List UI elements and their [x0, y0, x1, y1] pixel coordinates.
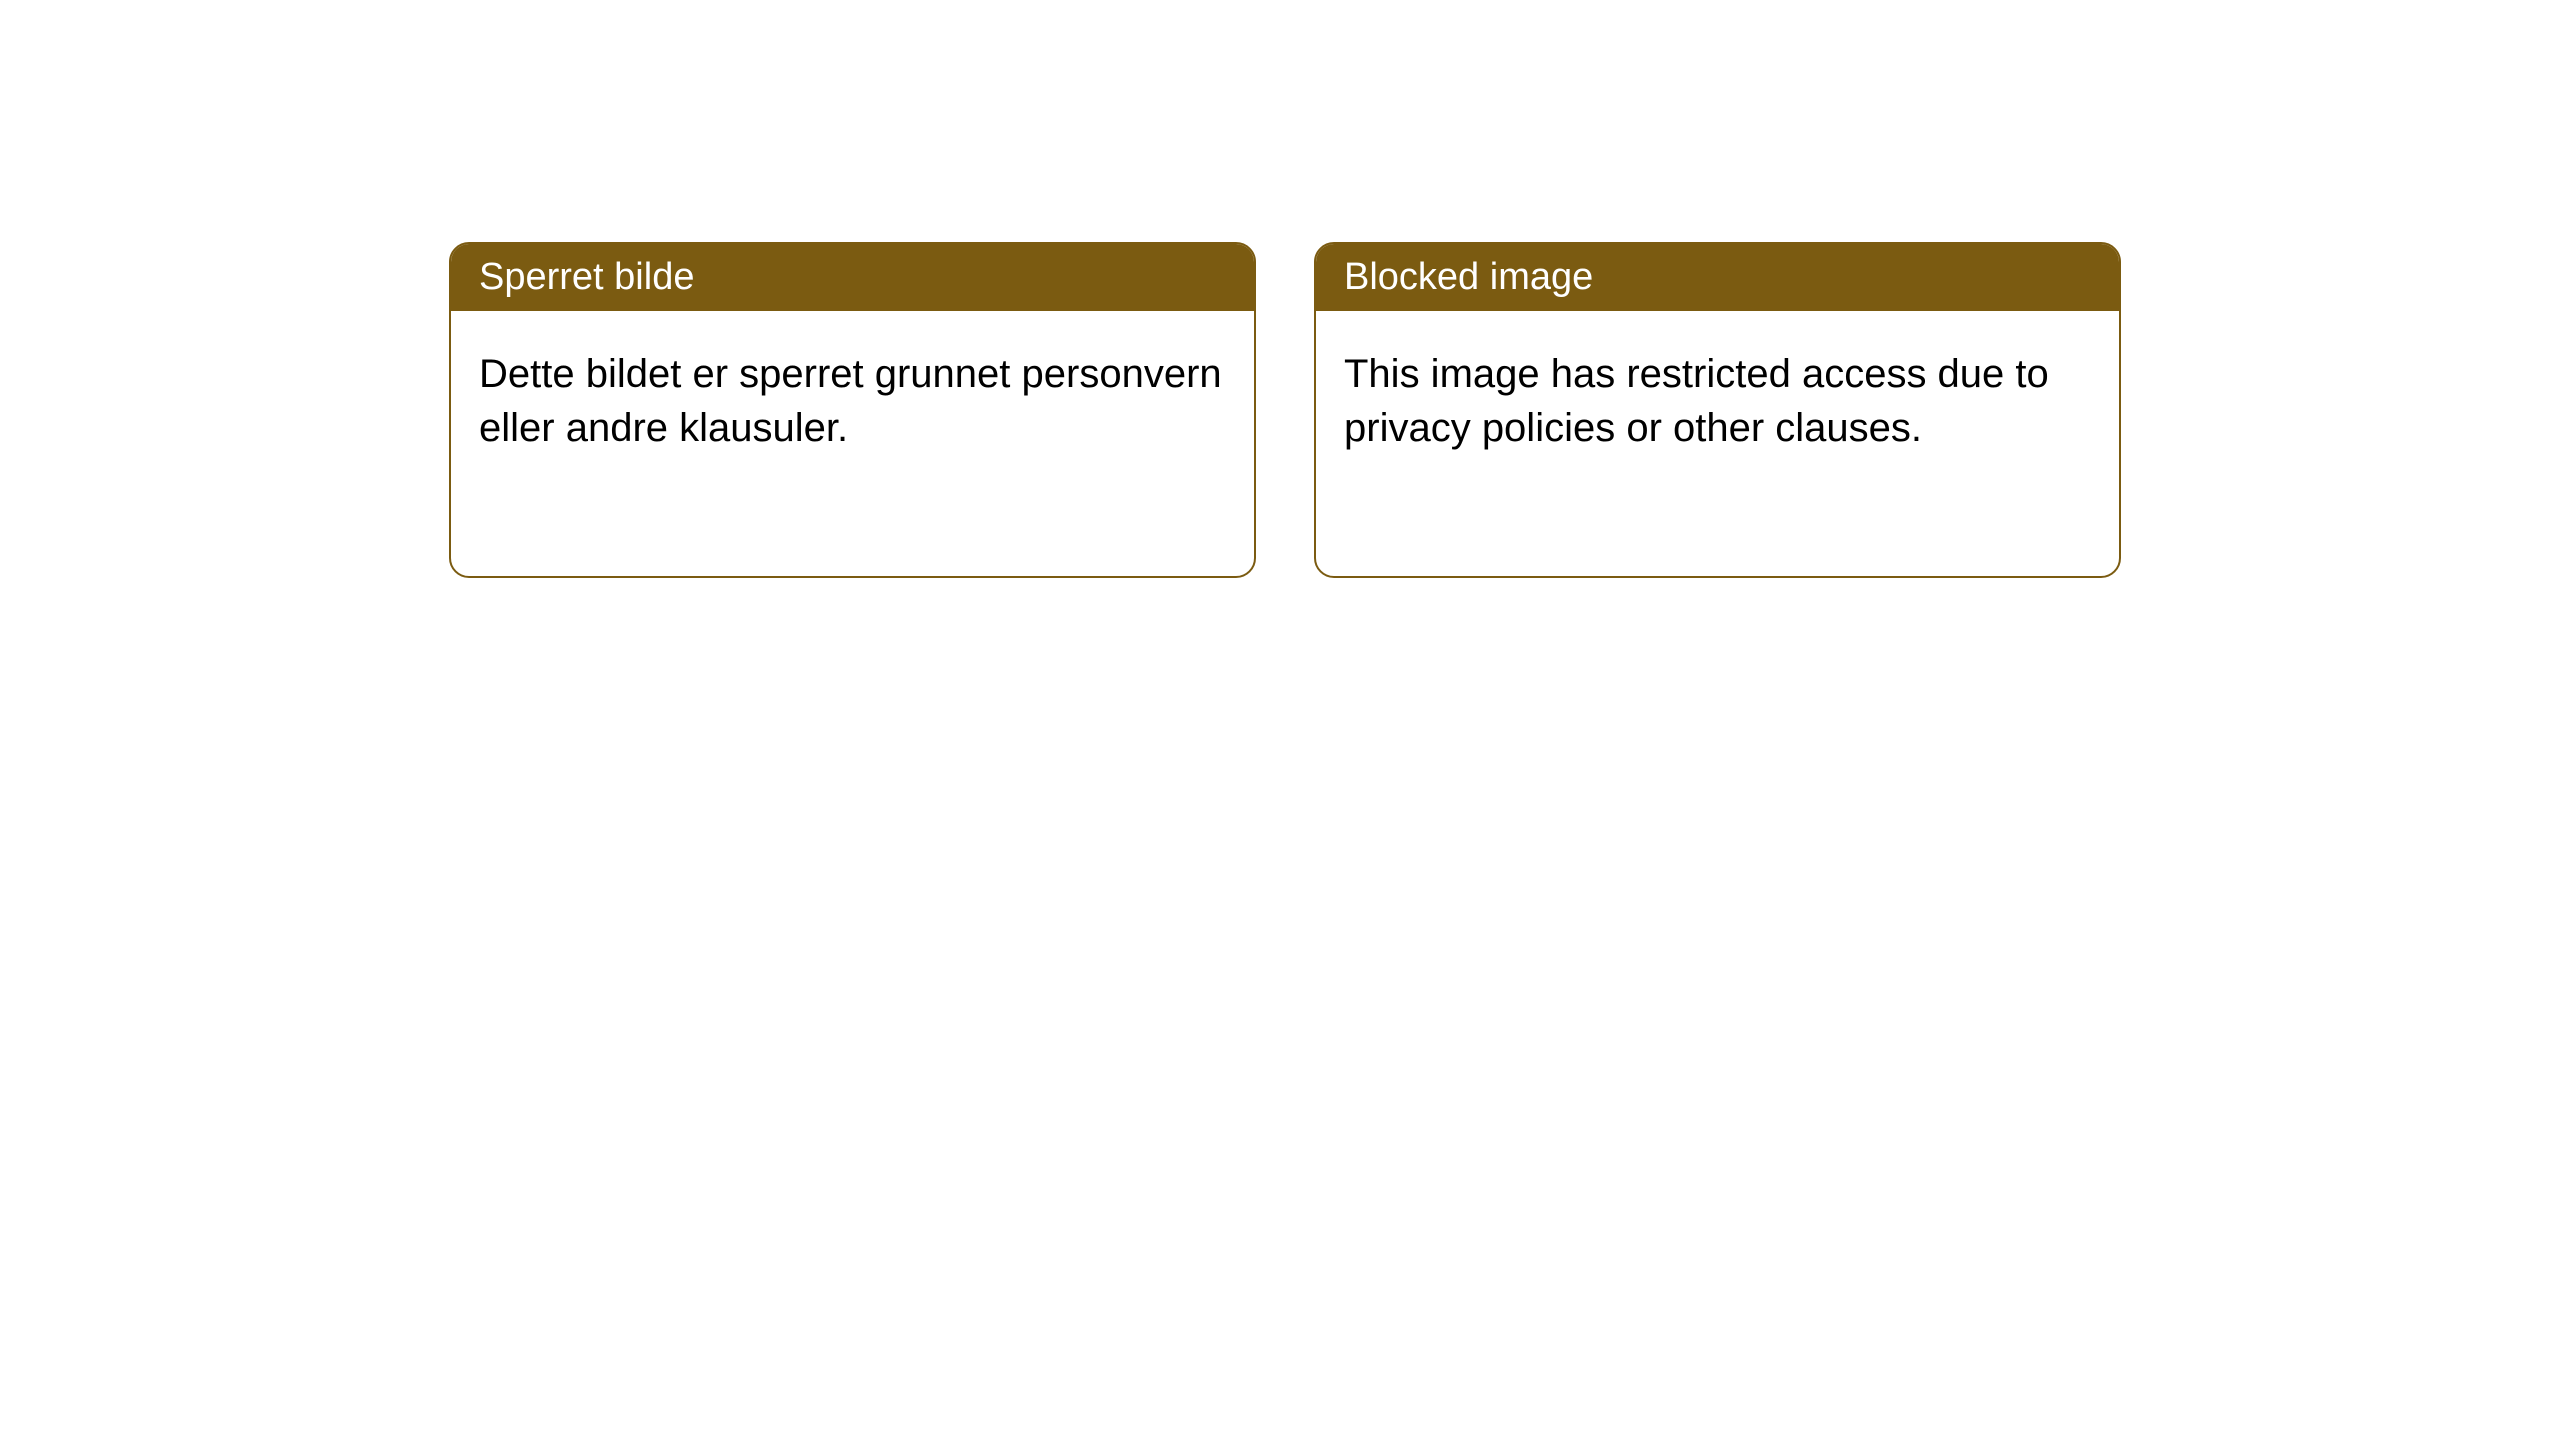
notice-card-text: Dette bildet er sperret grunnet personve…: [479, 352, 1222, 450]
notice-card-body: This image has restricted access due to …: [1316, 311, 2119, 491]
notice-card-title: Sperret bilde: [479, 256, 694, 298]
notice-card-english: Blocked image This image has restricted …: [1314, 242, 2121, 578]
notice-cards-container: Sperret bilde Dette bildet er sperret gr…: [449, 242, 2121, 578]
notice-card-norwegian: Sperret bilde Dette bildet er sperret gr…: [449, 242, 1256, 578]
notice-card-title: Blocked image: [1344, 256, 1593, 298]
notice-card-header: Blocked image: [1316, 244, 2119, 311]
notice-card-text: This image has restricted access due to …: [1344, 352, 2049, 450]
notice-card-header: Sperret bilde: [451, 244, 1254, 311]
notice-card-body: Dette bildet er sperret grunnet personve…: [451, 311, 1254, 491]
